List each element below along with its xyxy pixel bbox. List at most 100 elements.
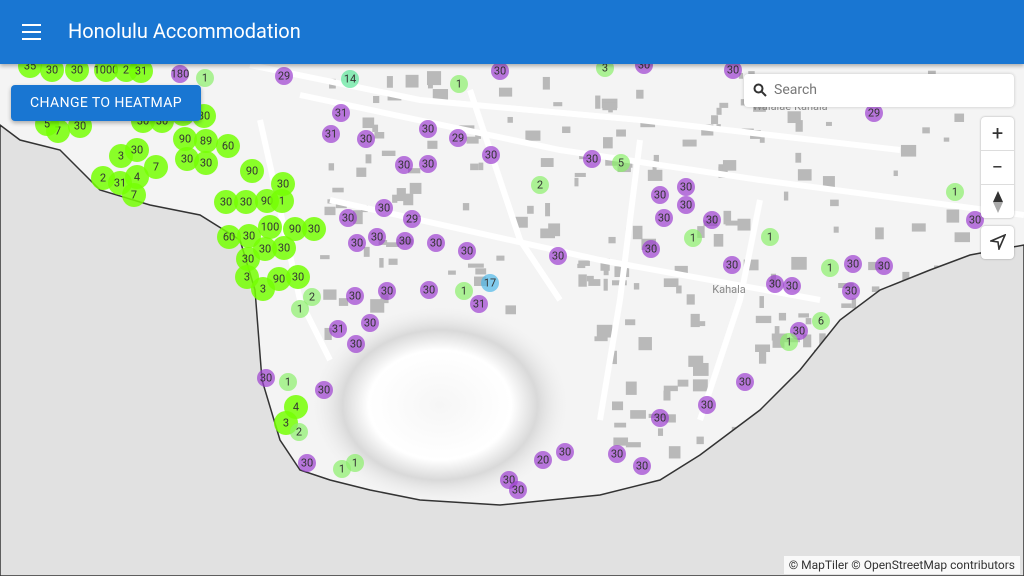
marker[interactable]: 30 bbox=[361, 314, 379, 332]
marker[interactable]: 30 bbox=[298, 454, 316, 472]
marker[interactable]: 30 bbox=[842, 282, 860, 300]
marker[interactable]: 1 bbox=[270, 189, 294, 213]
marker[interactable]: 1 bbox=[780, 333, 798, 351]
marker[interactable]: 30 bbox=[315, 381, 333, 399]
marker[interactable]: 30 bbox=[40, 58, 64, 82]
marker[interactable]: 30 bbox=[724, 61, 742, 79]
marker[interactable]: 30 bbox=[736, 373, 754, 391]
marker[interactable]: 90 bbox=[283, 217, 307, 241]
marker[interactable]: 1 bbox=[684, 229, 702, 247]
marker[interactable]: 30 bbox=[194, 151, 218, 175]
marker[interactable]: 1 bbox=[346, 454, 364, 472]
search-box[interactable]: Search bbox=[744, 74, 1014, 107]
marker[interactable]: 30 bbox=[677, 178, 695, 196]
marker[interactable]: 30 bbox=[125, 138, 149, 162]
marker[interactable]: 1 bbox=[946, 183, 964, 201]
marker[interactable]: 1 bbox=[196, 69, 214, 87]
marker[interactable]: 30 bbox=[642, 240, 660, 258]
marker[interactable]: 30 bbox=[633, 457, 651, 475]
marker[interactable]: 30 bbox=[703, 211, 721, 229]
marker[interactable]: 30 bbox=[347, 335, 365, 353]
marker[interactable]: 90 bbox=[240, 159, 264, 183]
marker[interactable]: 17 bbox=[481, 274, 499, 292]
marker[interactable]: 4 bbox=[125, 165, 149, 189]
marker[interactable]: 29 bbox=[449, 129, 467, 147]
marker[interactable]: 30 bbox=[549, 247, 567, 265]
marker[interactable]: 30 bbox=[419, 155, 437, 173]
marker[interactable]: 30 bbox=[458, 242, 476, 260]
marker[interactable]: 30 bbox=[375, 199, 393, 217]
marker[interactable]: 30 bbox=[608, 445, 626, 463]
marker[interactable]: 30 bbox=[286, 265, 310, 289]
marker[interactable]: 90 bbox=[173, 127, 197, 151]
marker[interactable]: 30 bbox=[348, 234, 366, 252]
marker[interactable]: 30 bbox=[346, 287, 364, 305]
marker[interactable]: 30 bbox=[357, 130, 375, 148]
marker[interactable]: 7 bbox=[122, 183, 146, 207]
marker[interactable]: 30 bbox=[482, 146, 500, 164]
marker[interactable]: 29 bbox=[275, 67, 293, 85]
marker[interactable]: 30 bbox=[844, 255, 862, 273]
marker[interactable]: 1000 bbox=[94, 58, 119, 82]
marker[interactable]: 30 bbox=[214, 190, 238, 214]
heatmap-button[interactable]: CHANGE TO HEATMAP bbox=[11, 85, 201, 121]
marker[interactable]: 7 bbox=[144, 155, 168, 179]
marker[interactable]: 30 bbox=[234, 190, 258, 214]
marker[interactable]: 30 bbox=[655, 209, 673, 227]
marker[interactable]: 30 bbox=[339, 209, 357, 227]
marker[interactable]: 31 bbox=[470, 295, 488, 313]
marker[interactable]: 30 bbox=[395, 156, 413, 174]
marker[interactable]: 30 bbox=[783, 277, 801, 295]
marker[interactable]: 30 bbox=[175, 147, 199, 171]
marker[interactable]: 30 bbox=[65, 58, 89, 82]
marker[interactable]: 30 bbox=[875, 257, 893, 275]
marker[interactable]: 20 bbox=[534, 451, 552, 469]
marker[interactable]: 30 bbox=[396, 232, 414, 250]
marker[interactable]: 30 bbox=[491, 62, 509, 80]
zoom-in[interactable]: + bbox=[981, 117, 1014, 151]
marker[interactable]: 6 bbox=[812, 312, 830, 330]
marker[interactable]: 30 bbox=[271, 172, 295, 196]
marker[interactable]: 180 bbox=[171, 65, 190, 83]
marker[interactable]: 2 bbox=[531, 176, 549, 194]
marker[interactable]: 3 bbox=[251, 277, 275, 301]
marker[interactable]: 30 bbox=[257, 369, 275, 387]
marker[interactable]: 30 bbox=[368, 228, 386, 246]
geolocate[interactable] bbox=[981, 226, 1014, 259]
marker[interactable]: 1 bbox=[455, 282, 473, 300]
marker[interactable]: 14 bbox=[341, 70, 359, 88]
marker[interactable]: 30 bbox=[237, 224, 261, 248]
marker[interactable]: 30 bbox=[272, 236, 296, 260]
marker[interactable]: 1 bbox=[761, 228, 779, 246]
marker[interactable]: 1 bbox=[279, 373, 297, 391]
marker[interactable]: 31 bbox=[332, 104, 350, 122]
marker[interactable]: 60 bbox=[217, 225, 241, 249]
marker[interactable]: 30 bbox=[556, 443, 574, 461]
marker[interactable]: 31 bbox=[329, 320, 347, 338]
marker[interactable]: 1 bbox=[450, 75, 468, 93]
marker[interactable]: 2 bbox=[290, 423, 308, 441]
marker[interactable]: 30 bbox=[583, 150, 601, 168]
marker[interactable]: 30 bbox=[427, 234, 445, 252]
marker[interactable]: 30 bbox=[766, 275, 784, 293]
marker[interactable]: 89 bbox=[194, 129, 218, 153]
marker[interactable]: 30 bbox=[723, 256, 741, 274]
compass[interactable] bbox=[981, 185, 1014, 218]
zoom-out[interactable]: − bbox=[981, 151, 1014, 185]
marker[interactable]: 100 bbox=[258, 215, 282, 239]
marker[interactable]: 30 bbox=[509, 481, 527, 499]
marker[interactable]: 29 bbox=[403, 210, 421, 228]
marker[interactable]: 1 bbox=[821, 259, 839, 277]
marker[interactable]: 30 bbox=[419, 120, 437, 138]
marker[interactable]: 30 bbox=[420, 281, 438, 299]
marker[interactable]: 30 bbox=[651, 409, 669, 427]
marker[interactable]: 60 bbox=[216, 134, 240, 158]
marker[interactable]: 30 bbox=[966, 211, 984, 229]
menu-button[interactable] bbox=[22, 24, 41, 40]
marker[interactable]: 30 bbox=[677, 196, 695, 214]
marker[interactable]: 31 bbox=[322, 125, 340, 143]
marker[interactable]: 2 bbox=[303, 288, 321, 306]
marker[interactable]: 30 bbox=[698, 396, 716, 414]
marker[interactable]: 30 bbox=[302, 217, 326, 241]
marker[interactable]: 30 bbox=[651, 186, 669, 204]
